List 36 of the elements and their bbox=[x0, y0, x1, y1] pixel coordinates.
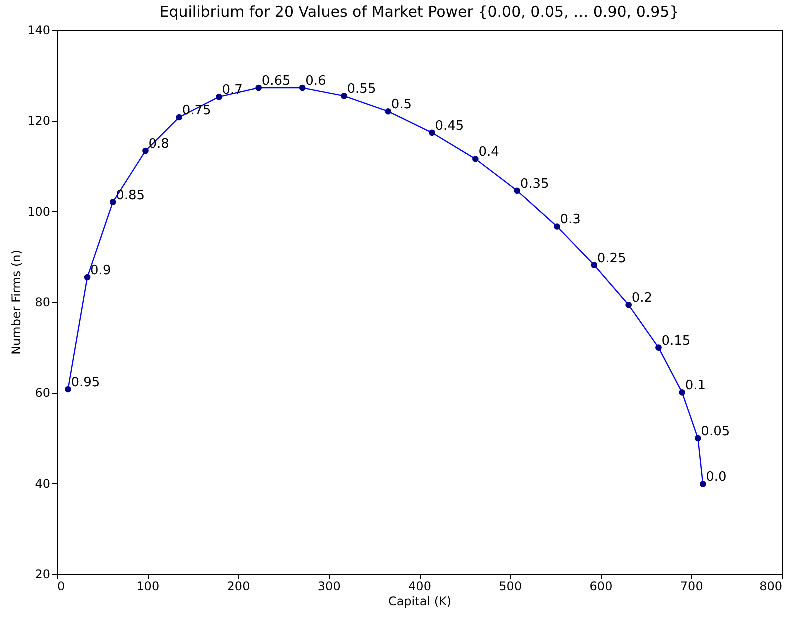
x-tick-label: 0 bbox=[58, 580, 66, 594]
x-tick-label: 400 bbox=[408, 580, 432, 594]
annotation: 0.0 bbox=[706, 470, 727, 486]
x-tick-label: 600 bbox=[590, 580, 613, 594]
x-axis-title: Capital (K) bbox=[388, 594, 452, 608]
annotation: 0.55 bbox=[347, 82, 376, 98]
annotation: 0.4 bbox=[478, 145, 500, 160]
annotation: 0.95 bbox=[71, 375, 100, 390]
annotation: 0.65 bbox=[262, 74, 291, 90]
x-tick-label: 700 bbox=[680, 580, 704, 594]
y-tick-label: 100 bbox=[28, 204, 50, 219]
chart-title: Equilibrium for 20 Values of Market Power {0.00, 0.05, … 0.90, 0.95} bbox=[160, 3, 680, 21]
x-tick-label: 500 bbox=[499, 580, 522, 594]
y-tick-label: 20 bbox=[35, 568, 50, 582]
annotation: 0.45 bbox=[435, 118, 464, 134]
annotation: 0.5 bbox=[391, 98, 412, 113]
y-tick-label: 40 bbox=[35, 476, 50, 491]
annotation: 0.05 bbox=[701, 424, 730, 440]
annotation: 0.35 bbox=[520, 176, 550, 192]
y-axis-title: Number Firms (n) bbox=[10, 250, 24, 355]
annotation: 0.6 bbox=[306, 74, 326, 90]
annotation: 0.15 bbox=[662, 334, 691, 349]
y-tick-label: 80 bbox=[35, 296, 50, 310]
annotation: 0.9 bbox=[90, 264, 112, 279]
x-tick-label: 200 bbox=[227, 580, 250, 594]
annotation: 0.1 bbox=[685, 378, 706, 394]
annotation: 0.25 bbox=[597, 251, 626, 266]
y-tick-label: 140 bbox=[28, 24, 50, 38]
x-tick-label: 300 bbox=[318, 580, 341, 594]
y-tick-label: 120 bbox=[28, 114, 50, 128]
x-tick-label: 800 bbox=[760, 580, 782, 594]
x-tick-label: 100 bbox=[136, 580, 160, 594]
annotation: 0.3 bbox=[560, 212, 581, 228]
annotation: 0.85 bbox=[116, 188, 146, 204]
y-tick-label: 60 bbox=[35, 386, 50, 400]
annotation: 0.2 bbox=[632, 291, 653, 306]
